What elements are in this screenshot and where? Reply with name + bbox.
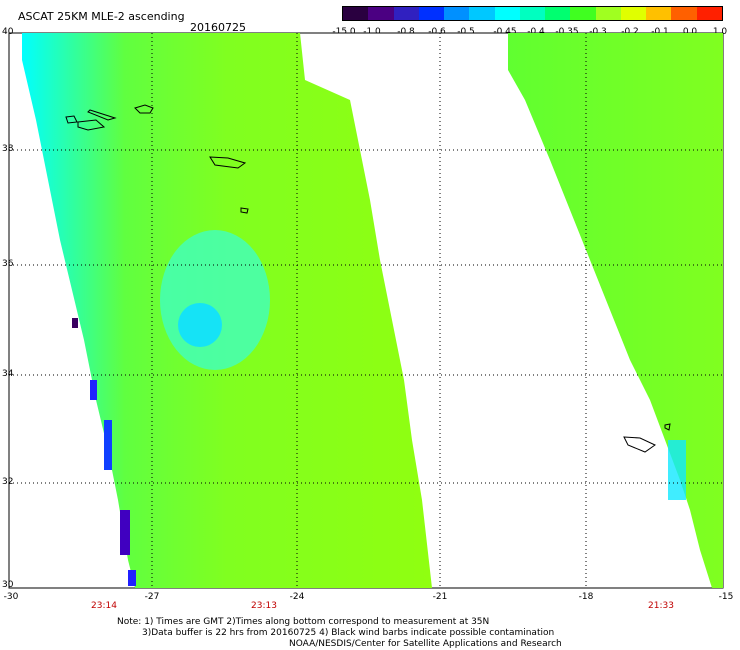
edge-pixel: [668, 440, 686, 500]
edge-pixel: [120, 510, 130, 555]
colorbar-label: -0.2: [621, 27, 639, 37]
colorbar-label: -0.8: [397, 27, 415, 37]
colorbar-swatch: [519, 7, 546, 20]
lat-label: 32: [2, 477, 14, 487]
lon-label: -21: [432, 592, 448, 602]
colorbar-swatch: [343, 7, 369, 20]
time-label: 23:14: [91, 601, 117, 611]
colorbar-swatch: [494, 7, 520, 20]
edge-pixel: [72, 318, 78, 328]
colorbar-swatch: [696, 7, 722, 20]
colorbar-label: -0.3: [589, 27, 607, 37]
colorbar: [342, 6, 723, 21]
colorbar-swatch: [444, 7, 470, 20]
colorbar-label: -0.5: [457, 27, 475, 37]
colorbar-swatch: [646, 7, 672, 20]
colorbar-label: -0.1: [651, 27, 669, 37]
lon-label: -24: [289, 592, 305, 602]
colorbar-swatch: [393, 7, 419, 20]
colorbar-label: -0.45: [493, 27, 517, 37]
note-line-3: NOAA/NESDIS/Center for Satellite Applica…: [289, 639, 562, 649]
lon-label: -15: [718, 592, 734, 602]
coastlines: [65, 104, 671, 453]
edge-pixel: [104, 420, 112, 470]
colorbar-label: -15.0: [332, 27, 356, 37]
colorbar-label: 0.0: [682, 27, 698, 37]
colorbar-label: 1.0: [712, 27, 728, 37]
lon-label: -18: [578, 592, 594, 602]
map-date: 20160725: [190, 21, 246, 34]
colorbar-swatch: [545, 7, 571, 20]
lat-label: 36: [2, 259, 14, 269]
lon-label: -30: [3, 592, 19, 602]
colorbar-swatch: [671, 7, 697, 20]
colorbar-swatch: [595, 7, 621, 20]
time-label: 21:33: [648, 601, 674, 611]
lat-label: 38: [2, 144, 14, 154]
colorbar-label: -1.0: [363, 27, 381, 37]
colorbar-label: -0.6: [428, 27, 446, 37]
wind-min-region: [178, 303, 222, 347]
time-label: 23:13: [251, 601, 277, 611]
lat-label: 40: [2, 27, 14, 37]
colorbar-swatch: [570, 7, 596, 20]
grid: [9, 33, 723, 588]
note-line-1: Note: 1) Times are GMT 2)Times along bot…: [117, 617, 490, 627]
colorbar-swatch: [418, 7, 445, 20]
colorbar-label: -0.4: [527, 27, 545, 37]
colorbar-label: -0.35: [555, 27, 579, 37]
lat-label: 34: [2, 369, 14, 379]
map-title: ASCAT 25KM MLE-2 ascending: [18, 10, 185, 23]
colorbar-swatch: [469, 7, 495, 20]
edge-pixel: [128, 570, 136, 586]
edge-pixel: [90, 380, 97, 400]
wind-low-region: [160, 230, 270, 370]
lat-label: 30: [2, 580, 14, 590]
lon-label: -27: [144, 592, 160, 602]
note-line-2: 3)Data buffer is 22 hrs from 20160725 4)…: [142, 628, 555, 638]
colorbar-swatch: [368, 7, 394, 20]
colorbar-swatch: [620, 7, 647, 20]
